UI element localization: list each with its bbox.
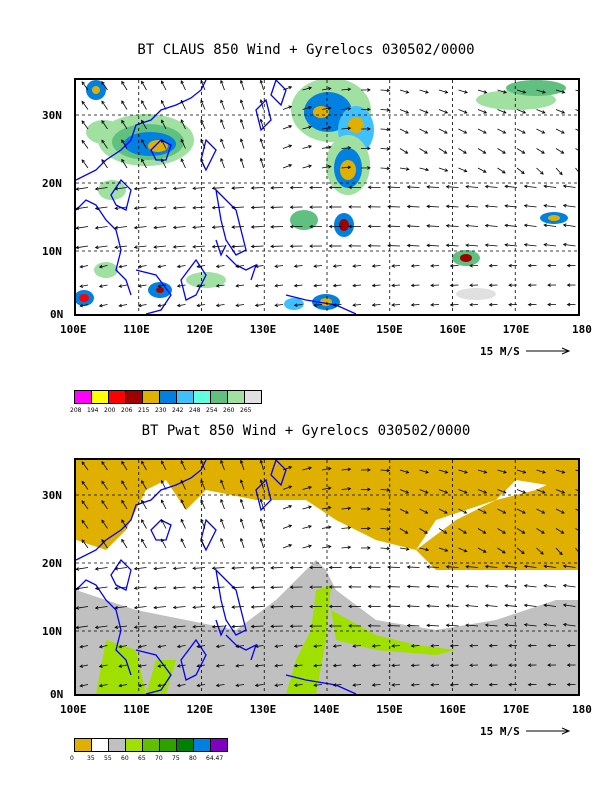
x-tick-label: 130E [249,323,277,336]
x-tick-label: 160E [439,323,467,336]
colorbar-tick-label: 0 [70,755,74,762]
x-tick-label: 150E [376,703,403,716]
colorbar-swatch [210,390,228,404]
x-tick-label: 110E [123,323,150,336]
x-tick-label: 160E [439,703,467,716]
colorbar-swatch [108,738,126,752]
colorbar-swatch [227,390,245,404]
y-tick-label: 20N [42,557,62,570]
gridlines-1 [76,80,578,314]
colorbar-tick-label: 70 [155,755,163,762]
colorbar-swatch [125,738,143,752]
gridlines-2 [76,460,578,694]
colorbar-swatch [244,390,262,404]
map-panel-pwat [74,458,580,696]
scale-label-2: 15 M/S [480,725,520,738]
x-tick-label: 100E [60,703,87,716]
scale-arrow-2 [526,727,571,735]
coastline-2 [76,460,357,694]
colorbar-tick-label: 35 [87,755,95,762]
colorbar-tick-label: 194 [87,407,99,414]
colorbar-swatch [74,390,92,404]
claus-map-svg [76,80,578,314]
colorbar-swatch [142,738,160,752]
colorbar-swatch [125,390,143,404]
panel1-title: BT CLAUS 850 Wind + Gyrelocs 030502/0000 [137,42,475,58]
y-tick-label: 10N [42,245,62,258]
colorbar-swatch [193,390,211,404]
colorbar-tick-label: 60 [121,755,129,762]
x-tick-label: 140E [313,323,340,336]
colorbar-tick-label: 230 [155,407,167,414]
panel2-title: BT Pwat 850 Wind + Gyrelocs 030502/0000 [141,423,471,439]
colorbar-tick-label: 248 [189,407,201,414]
colorbar-tick-label: 208 [70,407,82,414]
x-tick-label: 180 [572,703,592,716]
x-tick-label: 180 [572,323,592,336]
x-tick-label: 140E [313,703,340,716]
colorbar-tick-label: 260 [223,407,235,414]
colorbar-tick-label: 55 [104,755,112,762]
scale-arrow-1 [526,347,571,355]
x-tick-label: 170E [502,323,530,336]
colorbar-tick-label: 80 [189,755,197,762]
wind-vectors-2 [76,460,578,688]
colorbar-tick-label: 64.47 [206,755,224,762]
x-tick-label: 100E [60,323,87,336]
colorbar-swatch [176,390,194,404]
colorbar-swatch [159,390,177,404]
colorbar-claus [74,390,262,406]
x-tick-label: 110E [123,703,150,716]
colorbar-swatch [108,390,126,404]
x-tick-label: 150E [376,323,403,336]
colorbar-swatch [91,738,109,752]
colorbar-tick-label: 75 [172,755,180,762]
colorbar-swatch [193,738,211,752]
colorbar-tick-label: 206 [121,407,133,414]
colorbar-swatch [210,738,228,752]
colorbar-tick-label: 254 [206,407,218,414]
colorbar-pwat [74,738,228,754]
y-tick-label: 30N [42,489,62,502]
pwat-map-svg [76,460,578,694]
colorbar-tick-label: 265 [240,407,252,414]
y-tick-label: 10N [42,625,62,638]
y-tick-label: 0N [50,308,64,321]
colorbar-tick-label: 200 [104,407,116,414]
colorbar-swatch [159,738,177,752]
colorbar-swatch [142,390,160,404]
colorbar-swatch [91,390,109,404]
scale-label-1: 15 M/S [480,345,520,358]
colorbar-swatch [74,738,92,752]
x-tick-label: 130E [249,703,277,716]
colorbar-tick-label: 242 [172,407,184,414]
x-tick-label: 120E [186,323,214,336]
y-tick-label: 30N [42,109,62,122]
x-tick-label: 170E [502,703,530,716]
colorbar-tick-label: 215 [138,407,150,414]
colorbar-tick-label: 65 [138,755,146,762]
map-panel-claus [74,78,580,316]
wind-vectors-1 [76,80,578,308]
y-tick-label: 20N [42,177,62,190]
cloud-shading [76,80,568,310]
colorbar-swatch [176,738,194,752]
y-tick-label: 0N [50,688,64,701]
x-tick-label: 120E [186,703,214,716]
